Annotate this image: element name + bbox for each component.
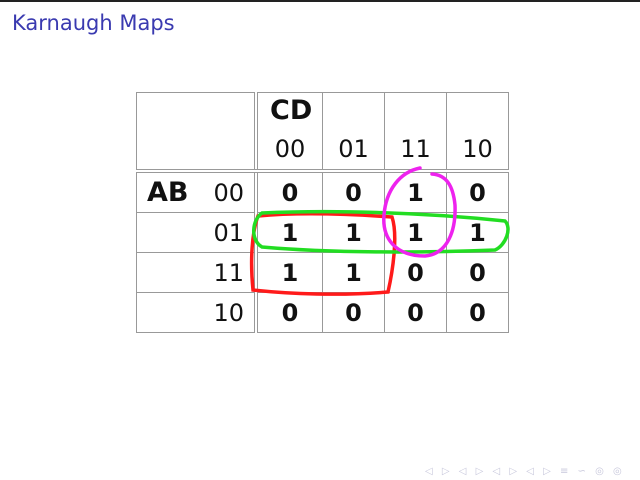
kmap-cell: 0	[254, 170, 323, 213]
kmap-cell: 1	[254, 252, 323, 293]
kmap-cell: 0	[254, 292, 323, 333]
col-header: 10	[446, 92, 509, 173]
kmap-cell: 1	[322, 252, 385, 293]
kmap-cell: 1	[254, 212, 323, 253]
row-header: 10	[136, 292, 257, 333]
kmap-cell: 0	[322, 170, 385, 213]
kmap-cell: 0	[384, 292, 447, 333]
top-border	[0, 0, 640, 2]
col-code: 10	[462, 135, 493, 163]
kmap-cell: 1	[446, 212, 509, 253]
col-code: 11	[400, 135, 431, 163]
row-code: 10	[213, 299, 244, 327]
slide-title: Karnaugh Maps	[12, 11, 175, 35]
col-code: 01	[338, 135, 369, 163]
karnaugh-map: CD 00 01 11 10 AB 00 0 0 1 0 01 1 1 1 1 …	[136, 92, 509, 333]
col-variable-label: CD	[270, 95, 313, 126]
kmap-row: 11 1 1 0 0	[136, 252, 509, 293]
kmap-row: 01 1 1 1 1	[136, 212, 509, 253]
kmap-cell: 0	[384, 252, 447, 293]
kmap-cell: 1	[384, 212, 447, 253]
corner-cell	[136, 92, 257, 173]
col-header: 01	[322, 92, 385, 173]
kmap-header-row: CD 00 01 11 10	[136, 92, 509, 173]
row-code: 00	[213, 179, 244, 207]
row-header: AB 00	[136, 170, 257, 213]
col-header: CD 00	[254, 92, 323, 173]
row-code: 11	[213, 259, 244, 287]
kmap-cell: 1	[384, 170, 447, 213]
kmap-row: 10 0 0 0 0	[136, 292, 509, 333]
kmap-cell: 0	[446, 170, 509, 213]
kmap-cell: 1	[322, 212, 385, 253]
col-header: 11	[384, 92, 447, 173]
col-code: 00	[274, 135, 306, 163]
kmap-cell: 0	[322, 292, 385, 333]
kmap-cell: 0	[446, 292, 509, 333]
kmap-cell: 0	[446, 252, 509, 293]
row-header: 11	[136, 252, 257, 293]
row-header: 01	[136, 212, 257, 253]
kmap-row: AB 00 0 0 1 0	[136, 170, 509, 213]
row-code: 01	[213, 219, 244, 247]
row-variable-label: AB	[147, 177, 189, 208]
beamer-navigation-symbols[interactable]: ◁ ▷ ◁ ▷ ◁ ▷ ◁ ▷ ≡ ∽ ◎ ◎	[425, 466, 625, 477]
